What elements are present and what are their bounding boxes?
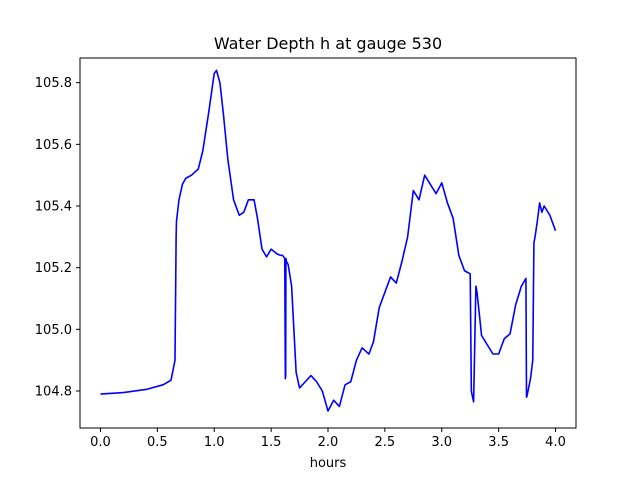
x-axis: 0.0 0.5 1.0 1.5 2.0 2.5 3.0 3.5 4.0 [90, 428, 566, 450]
y-tick-label: 104.8 [35, 385, 72, 400]
x-tick-label: 4.0 [545, 435, 566, 450]
x-tick-label: 0.5 [147, 435, 168, 450]
x-tick-label: 3.5 [488, 435, 509, 450]
y-tick-label: 105.6 [35, 138, 72, 153]
chart-title: Water Depth h at gauge 530 [214, 34, 442, 53]
x-tick-label: 2.5 [375, 435, 396, 450]
x-axis-label: hours [310, 456, 347, 471]
y-tick-label: 105.4 [35, 200, 72, 215]
x-tick-label: 1.5 [261, 435, 282, 450]
series-line [100, 69, 557, 412]
x-tick-label: 1.0 [204, 435, 225, 450]
y-tick-label: 105.8 [35, 76, 72, 91]
y-tick-label: 105.2 [35, 261, 72, 276]
x-tick-label: 0.0 [90, 435, 111, 450]
x-tick-label: 3.0 [431, 435, 452, 450]
y-tick-label: 105.0 [35, 323, 72, 338]
y-axis: 104.8 105.0 105.2 105.4 105.6 105.8 [35, 76, 80, 400]
x-tick-label: 2.0 [318, 435, 339, 450]
